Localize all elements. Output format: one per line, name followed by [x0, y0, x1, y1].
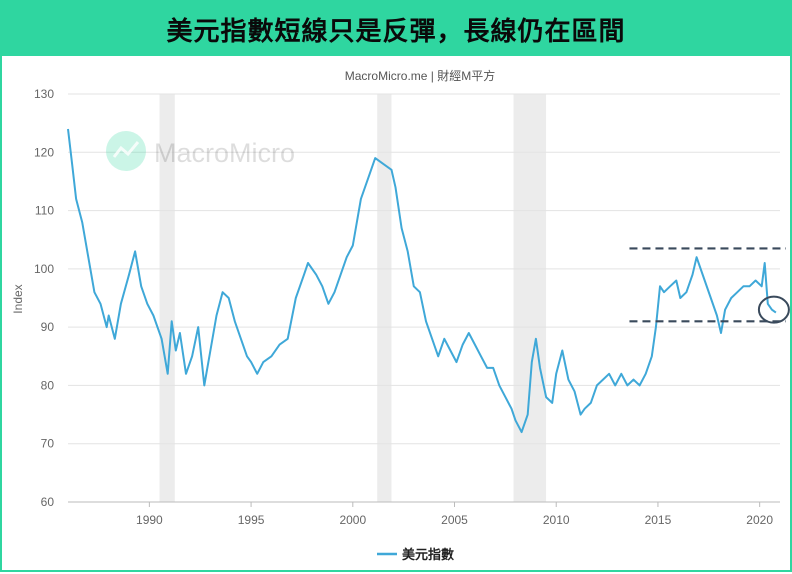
- watermark: MacroMicro: [106, 131, 295, 171]
- reference-lines: [629, 247, 786, 323]
- x-tick-label: 1990: [136, 513, 163, 527]
- x-tick-label: 2000: [339, 513, 366, 527]
- series-layer: [67, 128, 777, 434]
- series-line: [67, 128, 777, 434]
- legend[interactable]: 美元指數: [377, 547, 454, 562]
- y-tick-label: 70: [41, 437, 55, 451]
- highlight: [757, 295, 790, 324]
- x-tick-label: 2010: [543, 513, 570, 527]
- page-title: 美元指數短線只是反彈，長線仍在區間: [166, 16, 626, 47]
- dollar-index-chart: MacroMicro MacroMicro.me | 財經M平方 Index 6…: [11, 68, 790, 562]
- y-tick-label: 80: [41, 378, 55, 392]
- recession-band: [513, 94, 547, 502]
- y-axis-ticks: 60 70 80 90 100 110 120 130: [34, 87, 54, 509]
- y-tick-label: 130: [34, 87, 54, 101]
- watermark-trend-icon: [112, 141, 140, 158]
- chart-area: MacroMicro MacroMicro.me | 財經M平方 Index 6…: [2, 56, 790, 570]
- gridlines: [68, 93, 780, 503]
- x-tick-label: 1995: [238, 513, 265, 527]
- x-tick-label: 2020: [746, 513, 773, 527]
- x-tick-label: 2015: [645, 513, 672, 527]
- watermark-text: MacroMicro: [154, 138, 295, 168]
- y-axis-label: Index: [11, 284, 25, 313]
- x-tick-label: 2005: [441, 513, 468, 527]
- y-tick-label: 90: [41, 320, 55, 334]
- title-banner: 美元指數短線只是反彈，長線仍在區間: [2, 2, 790, 56]
- recession-band: [377, 94, 392, 502]
- highlight-circle: [757, 295, 790, 324]
- y-tick-label: 60: [41, 495, 55, 509]
- y-tick-label: 110: [35, 204, 54, 218]
- chart-source: MacroMicro.me | 財經M平方: [345, 68, 495, 83]
- legend-label[interactable]: 美元指數: [402, 547, 454, 562]
- recession-band: [159, 94, 175, 502]
- y-tick-label: 120: [34, 145, 54, 159]
- y-tick-label: 100: [34, 262, 54, 276]
- x-axis-ticks: 1990 1995 2000 2005 2010 2015 2020: [136, 502, 773, 527]
- recession-bands: [159, 94, 547, 502]
